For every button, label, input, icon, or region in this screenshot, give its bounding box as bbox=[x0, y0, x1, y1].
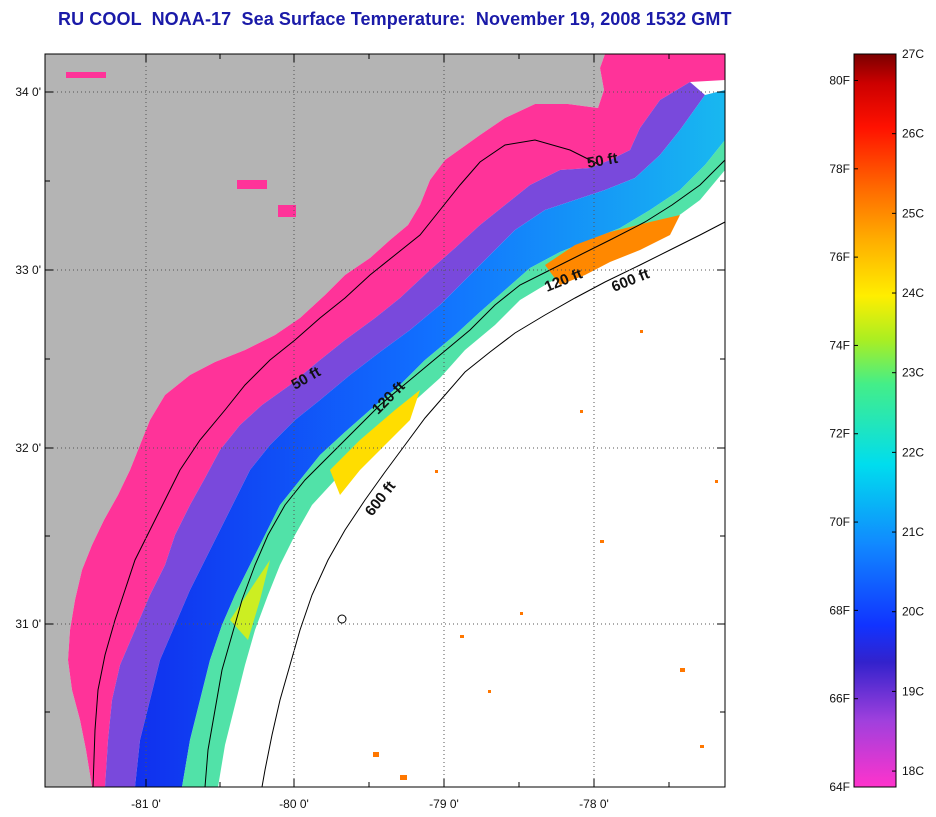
colorbar-label-f: 64F bbox=[829, 780, 850, 794]
colorbar-label-c: 19C bbox=[902, 684, 924, 698]
graticule bbox=[45, 54, 725, 787]
colorbar-label-f: 68F bbox=[829, 603, 850, 617]
colorbar-label-f: 72F bbox=[829, 427, 850, 441]
lat-label-32: 32 0' bbox=[15, 441, 41, 455]
colorbar-label-c: 26C bbox=[902, 127, 924, 141]
colorbar-label-f: 66F bbox=[829, 692, 850, 706]
colorbar-label-c: 20C bbox=[902, 605, 924, 619]
sst-warm-patch-south bbox=[230, 560, 270, 640]
lat-label-31: 31 0' bbox=[15, 617, 41, 631]
sst-transition-band bbox=[105, 82, 705, 787]
seamount-contour bbox=[337, 614, 347, 624]
colorbar-label-f: 78F bbox=[829, 162, 850, 176]
colorbar-celsius-labels: 27C 26C 25C 24C 23C 22C 21C 20C 19C 18C bbox=[892, 47, 924, 778]
contour-600ft-line bbox=[261, 221, 725, 787]
colorbar-label-c: 23C bbox=[902, 366, 924, 380]
lon-label-80: -80 0' bbox=[279, 797, 309, 811]
sst-warm-patch-mid bbox=[330, 390, 420, 495]
sst-warm-patch-north bbox=[545, 215, 680, 285]
lon-label-81: -81 0' bbox=[131, 797, 161, 811]
colorbar-label-f: 74F bbox=[829, 338, 850, 352]
offshore-pixels bbox=[373, 330, 718, 780]
sst-outer-shelf-band bbox=[182, 140, 725, 787]
contour-50ft-line bbox=[92, 139, 601, 787]
colorbar-label-f: 70F bbox=[829, 515, 850, 529]
colorbar-fahrenheit-labels: 80F 78F 76F 74F 72F 70F 68F 66F 64F bbox=[829, 73, 858, 794]
colorbar-label-f: 80F bbox=[829, 73, 850, 87]
colorbar-label-c: 25C bbox=[902, 206, 924, 220]
colorbar-label-c: 27C bbox=[902, 47, 924, 61]
sst-shelf-band bbox=[135, 90, 725, 787]
colorbar-label-c: 18C bbox=[902, 764, 924, 778]
axis-ticks bbox=[45, 54, 725, 787]
plot-frame bbox=[44, 53, 726, 788]
colorbar: 80F 78F 76F 74F 72F 70F 68F 66F 64F 27C 26C 25C 24C… bbox=[829, 47, 924, 794]
lon-label-78: -78 0' bbox=[579, 797, 609, 811]
land-mass bbox=[45, 54, 605, 787]
sst-nearshore-band bbox=[68, 54, 725, 787]
colorbar-label-c: 22C bbox=[902, 445, 924, 459]
colorbar-label-f: 76F bbox=[829, 250, 850, 264]
colorbar-label-c: 24C bbox=[902, 286, 924, 300]
map-title: RU COOL NOAA-17 Sea Surface Temperature:… bbox=[58, 9, 732, 29]
lat-label-33: 33 0' bbox=[15, 263, 41, 277]
lon-label-79: -79 0' bbox=[429, 797, 459, 811]
lat-label-34: 34 0' bbox=[15, 85, 41, 99]
inland-lakes bbox=[66, 72, 296, 217]
colorbar-gradient bbox=[853, 53, 897, 788]
colorbar-label-c: 21C bbox=[902, 525, 924, 539]
contour-120ft-line bbox=[204, 159, 725, 787]
